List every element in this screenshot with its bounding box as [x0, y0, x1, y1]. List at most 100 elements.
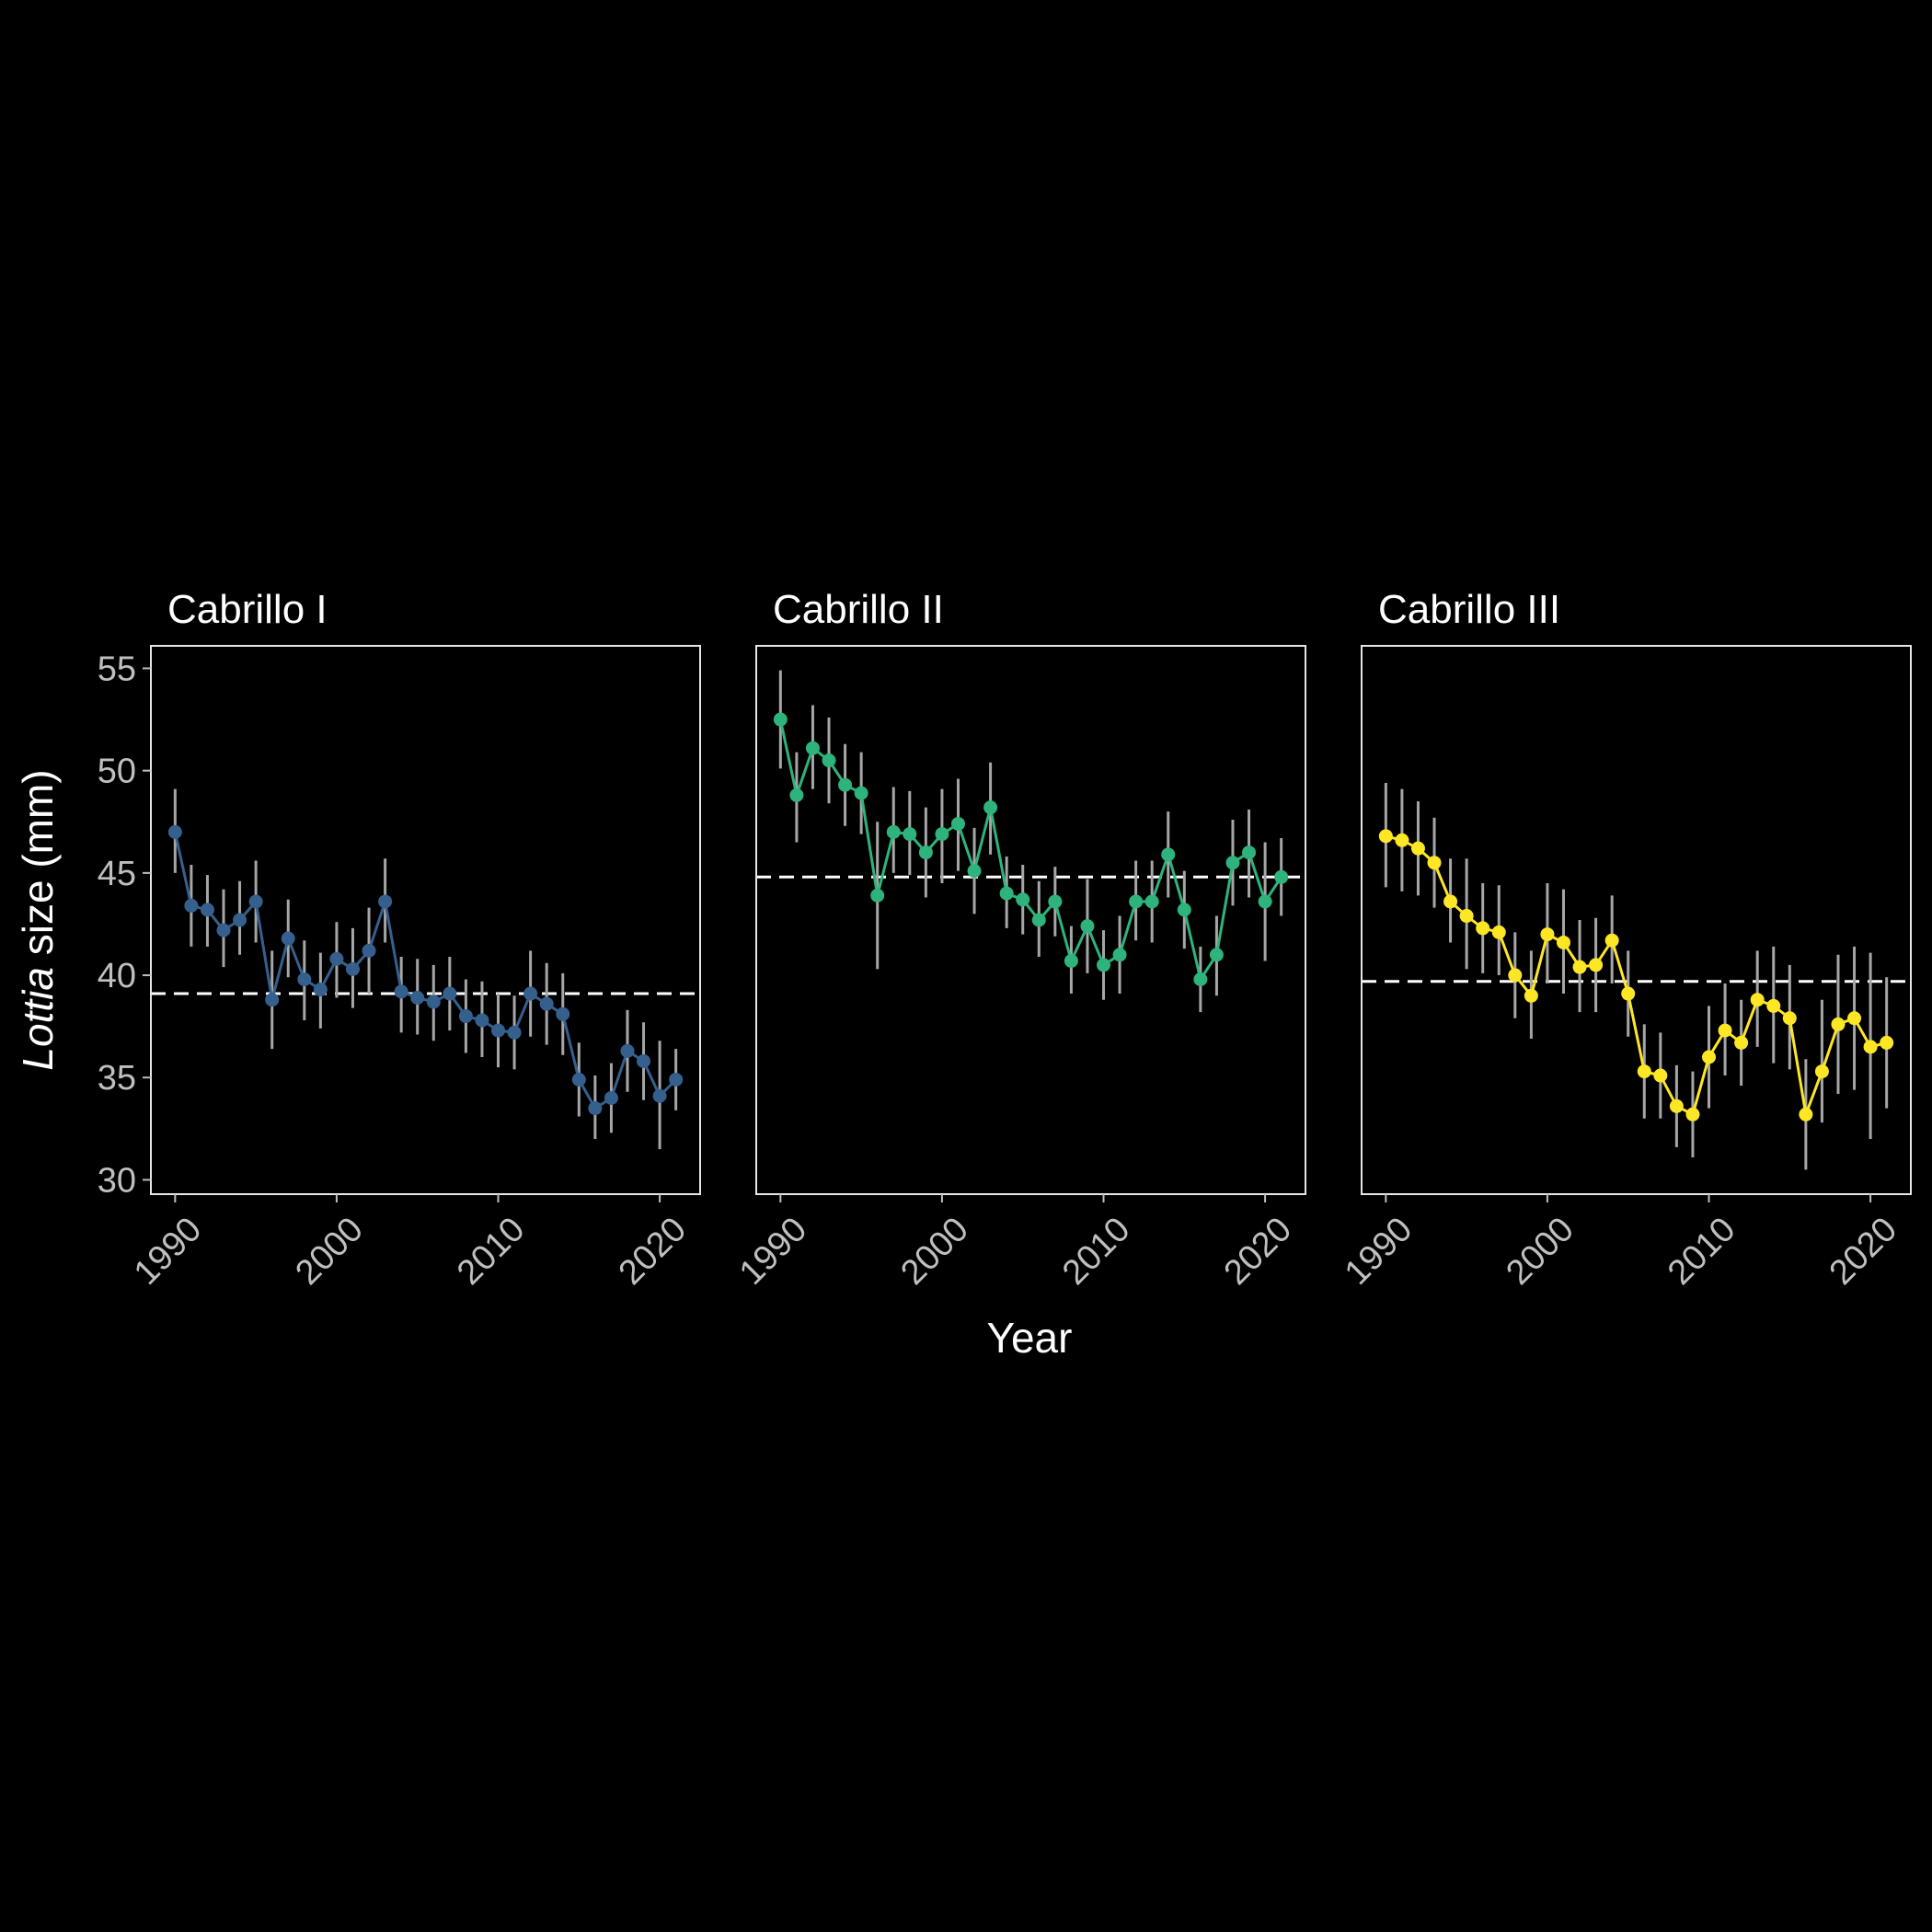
data-point [1129, 894, 1144, 909]
data-point [571, 1072, 586, 1087]
data-point [935, 827, 949, 842]
data-point [345, 961, 360, 976]
data-point [539, 996, 554, 1011]
data-point [1799, 1107, 1813, 1121]
data-point [1378, 829, 1393, 844]
data-point [1177, 903, 1191, 917]
data-point [1847, 1011, 1862, 1026]
data-point [983, 800, 998, 815]
y-tick-label: 55 [98, 650, 136, 688]
data-point [394, 984, 408, 999]
data-point [1161, 847, 1176, 862]
data-point [1048, 894, 1063, 909]
data-point [870, 888, 885, 903]
data-point [1750, 993, 1765, 1007]
data-point [1685, 1107, 1700, 1121]
data-point [1476, 921, 1490, 936]
data-point [1863, 1040, 1878, 1054]
data-point [362, 943, 376, 958]
panel-title: Cabrillo I [167, 587, 328, 632]
data-point [1653, 1068, 1668, 1083]
y-axis-title: Lottia size (mm) [14, 769, 62, 1070]
y-axis-title-italic: Lottia [14, 967, 62, 1071]
data-point [556, 1006, 570, 1021]
y-axis-title-rest: size (mm) [14, 769, 62, 967]
data-point [216, 923, 231, 937]
data-point [426, 995, 441, 1009]
data-point [233, 913, 247, 927]
data-point [1395, 833, 1409, 847]
data-point [184, 898, 199, 913]
data-point [410, 991, 425, 1006]
data-point [1572, 960, 1587, 974]
panel-border [1361, 645, 1912, 1195]
y-tick-label: 35 [98, 1059, 136, 1098]
data-point [1637, 1064, 1651, 1079]
data-point [903, 827, 917, 842]
data-point [1080, 919, 1095, 934]
data-point [1621, 986, 1636, 1001]
data-point [789, 788, 804, 802]
data-point [773, 712, 788, 727]
series-line [778, 719, 1282, 983]
data-point [1112, 948, 1127, 962]
data-point [886, 824, 901, 839]
data-point [999, 886, 1014, 901]
data-point [458, 1009, 473, 1024]
data-point [281, 931, 295, 946]
data-point [1097, 958, 1111, 972]
panel-title: Cabrillo II [773, 587, 944, 632]
data-point [1589, 958, 1604, 972]
data-point [1491, 925, 1506, 939]
data-point [1274, 869, 1289, 884]
data-point [1064, 953, 1078, 968]
panel-border [150, 645, 701, 1195]
data-point [1225, 856, 1240, 870]
data-point [297, 972, 312, 986]
data-point [378, 894, 393, 909]
data-point [248, 894, 263, 909]
data-point [167, 824, 182, 839]
data-point [313, 983, 328, 997]
y-tick-label: 45 [98, 855, 136, 893]
data-point [854, 786, 868, 800]
data-point [604, 1090, 618, 1105]
data-point [822, 753, 836, 768]
y-tick-label: 50 [98, 753, 136, 791]
data-point [620, 1043, 635, 1058]
data-point [669, 1072, 684, 1087]
data-point [1734, 1035, 1749, 1050]
data-point [1258, 894, 1272, 909]
data-point [200, 903, 214, 917]
data-point [1814, 1064, 1829, 1079]
data-point [1702, 1050, 1717, 1064]
data-point [1242, 845, 1257, 860]
data-point [1144, 894, 1159, 909]
data-point [1766, 998, 1781, 1013]
data-point [637, 1053, 651, 1068]
data-point [1193, 972, 1208, 986]
data-point [1459, 909, 1474, 924]
data-point [918, 845, 933, 860]
data-point [838, 777, 853, 792]
data-point [1831, 1017, 1846, 1031]
data-point [475, 1013, 489, 1028]
data-point [1782, 1011, 1797, 1026]
data-point [588, 1101, 603, 1116]
data-point [967, 864, 982, 879]
y-axis: 30 35 40 45 50 55 [98, 650, 151, 1200]
data-point [1880, 1035, 1894, 1050]
data-point [1031, 913, 1046, 927]
x-axis-title: Year [987, 1314, 1073, 1362]
data-point [1524, 988, 1538, 1003]
data-point [507, 1025, 522, 1040]
y-tick-label: 30 [98, 1161, 136, 1200]
data-point [1540, 927, 1555, 942]
data-point [329, 951, 344, 966]
data-point [443, 986, 457, 1001]
data-point [652, 1088, 667, 1103]
data-point [1556, 935, 1570, 949]
